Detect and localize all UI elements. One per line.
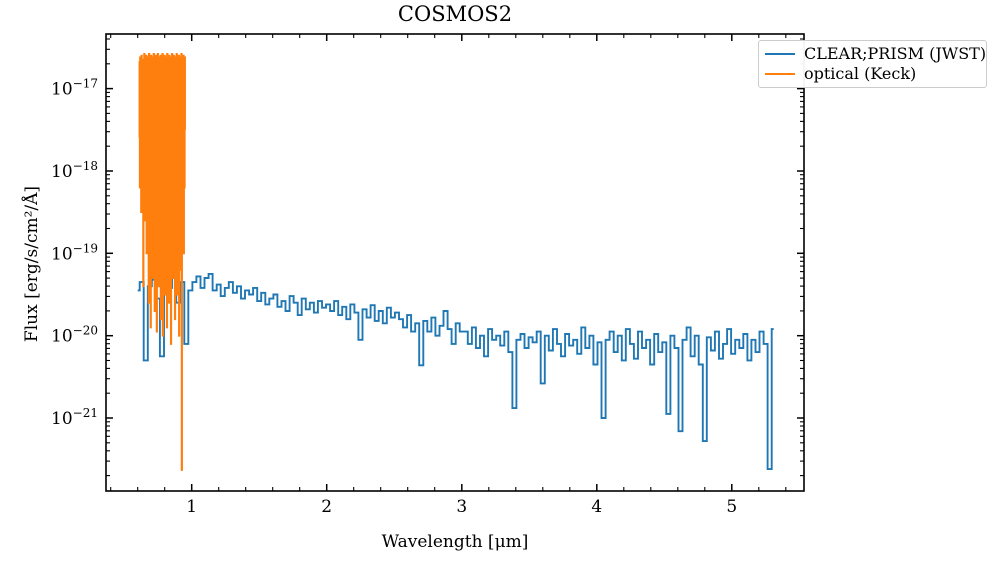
legend: CLEAR;PRISM (JWST) optical (Keck) — [758, 40, 987, 88]
y-tick-label: 10−18 — [51, 159, 98, 182]
x-tick-label: 4 — [591, 497, 602, 517]
plot-title: COSMOS2 — [397, 2, 513, 26]
plot-frame — [105, 33, 805, 492]
x-axis-label: Wavelength [μm] — [381, 532, 529, 552]
axis-ticks — [106, 34, 804, 491]
legend-line-sample-keck — [765, 73, 795, 75]
x-tick-label: 3 — [456, 497, 467, 517]
series-line-clear-prism-jwst — [137, 272, 774, 471]
legend-line-sample-jwst — [765, 53, 795, 55]
series-group — [137, 53, 774, 471]
y-tick-label: 10−19 — [51, 241, 98, 264]
y-tick-label: 10−21 — [51, 406, 98, 429]
series-line-optical-keck — [138, 53, 186, 471]
y-tick-label: 10−17 — [51, 77, 98, 100]
x-tick-label: 1 — [186, 497, 197, 517]
legend-entry-jwst: CLEAR;PRISM (JWST) — [765, 44, 986, 64]
axes-frame — [105, 33, 805, 492]
y-tick-label: 10−20 — [51, 324, 98, 347]
x-tick-label: 2 — [321, 497, 332, 517]
legend-entry-keck: optical (Keck) — [765, 64, 980, 84]
y-axis-label: Flux [erg/s/cm²/Å] — [22, 185, 42, 343]
legend-label-jwst: CLEAR;PRISM (JWST) — [804, 44, 987, 63]
legend-label-keck: optical (Keck) — [804, 64, 917, 83]
x-tick-label: 5 — [726, 497, 737, 517]
